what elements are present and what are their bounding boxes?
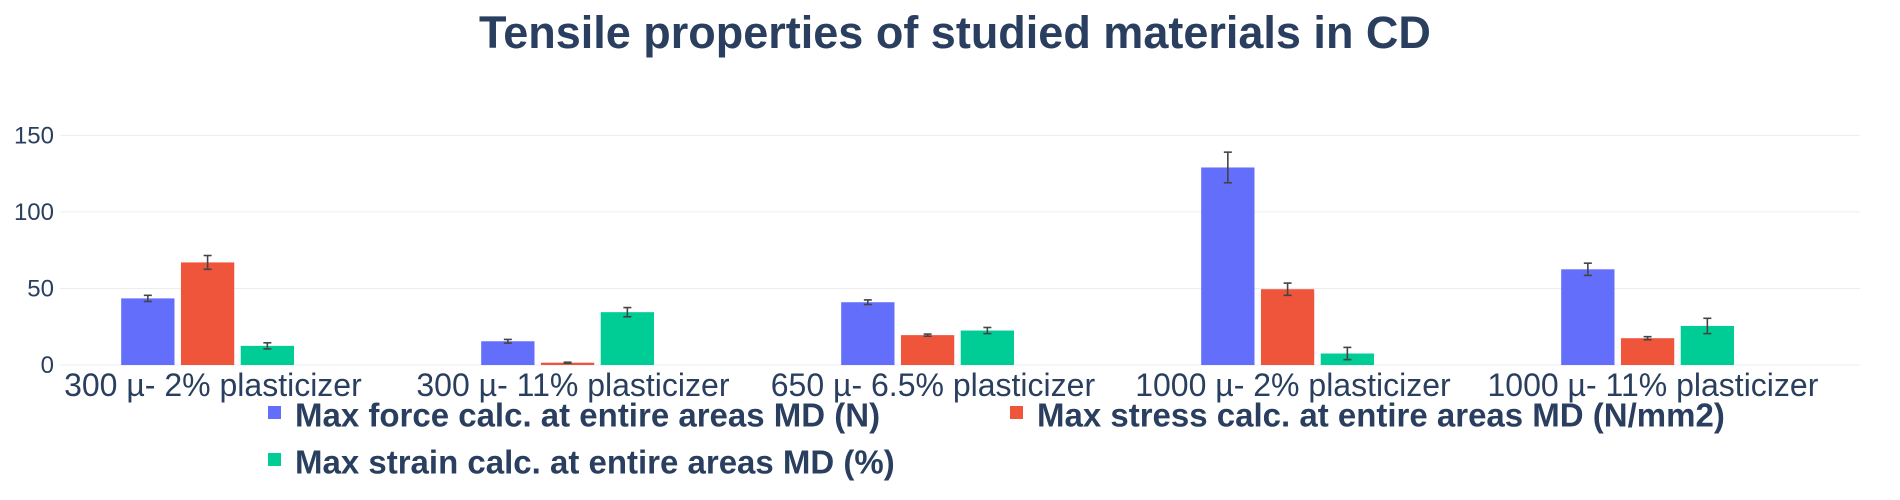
legend-label: Max force calc. at entire areas MD (N): [295, 397, 880, 434]
legend-item: Max force calc. at entire areas MD (N): [268, 397, 880, 434]
error-bars: [143, 151, 1712, 364]
legend-swatch: [268, 406, 281, 419]
y-tick-label: 0: [41, 352, 54, 379]
error-bar: [563, 361, 572, 364]
bar: [1201, 167, 1255, 365]
error-bar: [503, 338, 512, 344]
x-tick-label: 300 µ- 2% plasticizer: [64, 367, 362, 403]
bar: [600, 312, 654, 365]
error-bar: [983, 326, 992, 335]
error-bar: [1283, 282, 1292, 297]
error-bar: [1703, 317, 1712, 335]
bar: [1260, 289, 1315, 365]
bar: [121, 298, 175, 365]
error-bar: [263, 341, 272, 350]
bar: [900, 335, 955, 365]
legend-item: Max stress calc. at entire areas MD (N/m…: [1010, 397, 1725, 434]
legend-swatch: [268, 453, 281, 466]
legend-swatch: [1010, 406, 1023, 419]
y-tick-label: 50: [27, 275, 54, 302]
legend-label: Max stress calc. at entire areas MD (N/m…: [1037, 397, 1725, 434]
bar: [240, 345, 294, 365]
y-tick-label: 100: [14, 199, 54, 226]
x-tick-label: 300 µ- 11% plasticizer: [416, 367, 729, 403]
legend-label: Max strain calc. at entire areas MD (%): [295, 444, 895, 481]
y-axis-ticks: 0 50 100 150: [14, 122, 54, 379]
bar: [180, 262, 235, 365]
x-tick-label: 1000 µ- 2% plasticizer: [1135, 367, 1451, 403]
grid-lines: [60, 134, 1860, 366]
error-bar: [1223, 151, 1232, 184]
bar: [1561, 269, 1615, 365]
y-tick-label: 150: [14, 122, 54, 149]
error-bar: [143, 294, 152, 303]
legend: Max force calc. at entire areas MD (N) Ma…: [268, 397, 1725, 481]
bar: [481, 341, 535, 365]
error-bar: [923, 333, 932, 338]
legend-item: Max strain calc. at entire areas MD (%): [268, 444, 895, 481]
error-bar: [863, 299, 872, 306]
error-bar: [623, 306, 632, 318]
x-axis-ticks: 300 µ- 2% plasticizer 300 µ- 11% plastici…: [64, 367, 1819, 403]
chart-title: Tensile properties of studied materials …: [479, 7, 1431, 58]
bar: [960, 330, 1014, 365]
bar-series: [121, 167, 1734, 365]
error-bar: [1643, 335, 1652, 341]
x-tick-label: 1000 µ- 11% plasticizer: [1487, 367, 1818, 403]
error-bar: [1583, 262, 1592, 277]
bar: [1620, 338, 1675, 365]
x-tick-label: 650 µ- 6.5% plasticizer: [771, 367, 1096, 403]
error-bar: [1343, 346, 1352, 361]
bar: [841, 302, 895, 365]
error-bar: [203, 254, 212, 271]
